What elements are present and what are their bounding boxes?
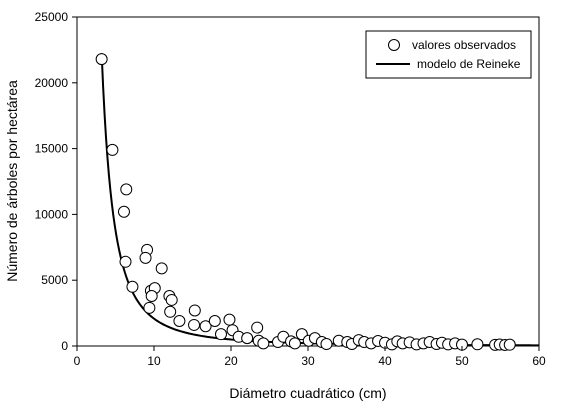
data-point (120, 183, 133, 196)
x-tick-label: 40 (378, 354, 392, 368)
legend-label-model: modelo de Reineke (417, 57, 521, 71)
x-tick-label: 0 (74, 354, 81, 368)
x-axis-title: Diámetro cuadrático (cm) (229, 385, 386, 401)
data-point (155, 262, 168, 275)
data-point (139, 251, 152, 264)
y-tick-label: 20000 (35, 76, 69, 90)
x-axis: 0 10 20 30 40 50 60 (74, 346, 546, 368)
data-point (503, 338, 516, 351)
data-point (95, 53, 108, 66)
y-tick-label: 5000 (41, 273, 68, 287)
legend-marker-observed (388, 39, 400, 51)
data-point (106, 143, 119, 156)
data-point (143, 301, 156, 314)
data-point (214, 328, 227, 341)
data-point (165, 293, 178, 306)
legend-label-observed: valores observados (412, 38, 516, 52)
y-tick-label: 15000 (35, 142, 69, 156)
data-point (117, 205, 130, 218)
data-point (320, 338, 333, 351)
data-point (208, 315, 221, 327)
x-tick-label: 50 (455, 354, 469, 368)
data-point (199, 320, 212, 333)
data-point (188, 304, 201, 317)
data-point (173, 315, 186, 327)
y-axis-title: Número de árboles por hectárea (4, 80, 20, 282)
y-tick-label: 10000 (35, 207, 69, 221)
legend-box (365, 30, 532, 79)
data-point (145, 289, 158, 302)
y-tick-label: 0 (61, 339, 68, 353)
data-point (223, 313, 236, 326)
data-point (257, 337, 270, 350)
data-point (119, 255, 132, 268)
data-point (288, 337, 301, 350)
data-point (188, 318, 201, 331)
y-axis: 0 5000 10000 15000 20000 25000 (35, 10, 77, 353)
data-point (164, 305, 177, 318)
points-layer (95, 53, 516, 351)
y-tick-label: 25000 (35, 10, 69, 24)
data-point (241, 332, 254, 345)
x-tick-label: 60 (532, 354, 546, 368)
x-tick-label: 20 (224, 354, 238, 368)
plot-area (76, 16, 540, 351)
x-tick-label: 30 (301, 354, 315, 368)
legend: valores observados modelo de Reineke (365, 30, 532, 79)
x-tick-label: 10 (147, 354, 161, 368)
data-point (471, 338, 484, 351)
data-point (126, 280, 139, 293)
data-point (251, 321, 264, 334)
